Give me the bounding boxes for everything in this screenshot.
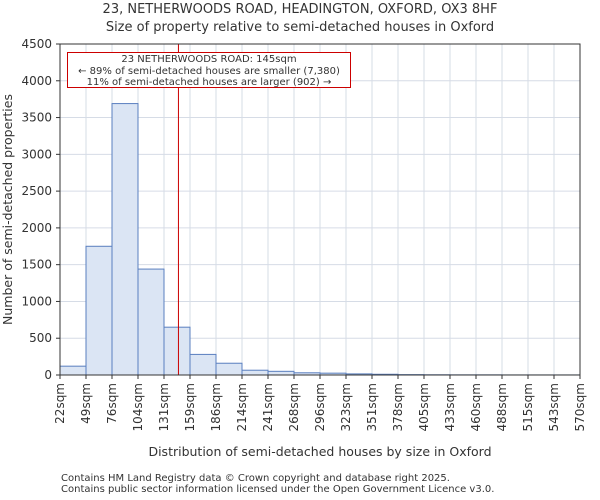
x-tick-label: 433sqm <box>443 383 457 431</box>
x-tick-label: 405sqm <box>417 383 431 431</box>
x-tick-label: 76sqm <box>105 383 119 424</box>
histogram-bar <box>189 353 217 376</box>
annotation-line-1: 23 NETHERWOODS ROAD: 145sqm <box>121 54 297 65</box>
histogram-bar <box>59 365 87 376</box>
x-tick-label: 323sqm <box>339 383 353 431</box>
histogram-bar <box>137 268 165 376</box>
y-tick-label: 1000 <box>21 294 52 308</box>
x-tick-label: 159sqm <box>183 383 197 431</box>
y-tick-label: 4500 <box>21 37 52 51</box>
y-tick-label: 0 <box>44 368 52 382</box>
x-tick-label: 186sqm <box>209 383 223 431</box>
x-tick-label: 460sqm <box>469 383 483 431</box>
histogram-bar <box>111 103 139 376</box>
y-tick-label: 4000 <box>21 74 52 88</box>
histogram-bar <box>267 370 295 376</box>
chart-title: 23, NETHERWOODS ROAD, HEADINGTON, OXFORD… <box>102 2 498 17</box>
x-axis-label: Distribution of semi-detached houses by … <box>148 444 491 459</box>
x-tick-label: 214sqm <box>235 383 249 431</box>
y-tick-label: 2500 <box>21 184 52 198</box>
y-axis-label: Number of semi-detached properties <box>0 94 15 325</box>
x-tick-label: 378sqm <box>391 383 405 431</box>
y-tick-label: 3000 <box>21 147 52 161</box>
x-tick-label: 241sqm <box>261 383 275 431</box>
histogram-bar <box>215 362 243 376</box>
annotation-line-2: ← 89% of semi-detached houses are smalle… <box>78 65 340 77</box>
histogram-bar <box>85 245 113 376</box>
x-tick-label: 131sqm <box>157 383 171 431</box>
x-tick-label: 296sqm <box>313 383 327 431</box>
chart-subtitle: Size of property relative to semi-detach… <box>105 20 495 35</box>
x-tick-label: 22sqm <box>53 383 67 424</box>
y-tick-label: 500 <box>29 331 52 345</box>
histogram-bar <box>163 326 191 376</box>
annotation-line-3: 11% of semi-detached houses are larger (… <box>86 77 332 88</box>
y-tick-label: 3500 <box>21 111 52 125</box>
x-tick-label: 104sqm <box>131 383 145 431</box>
x-tick-label: 268sqm <box>287 383 301 431</box>
x-tick-label: 570sqm <box>573 383 587 431</box>
x-tick-label: 351sqm <box>365 383 379 431</box>
x-tick-label: 488sqm <box>495 383 509 431</box>
footer-line-1: Contains HM Land Registry data © Crown c… <box>61 473 450 484</box>
y-tick-label: 1500 <box>21 258 52 272</box>
x-tick-label: 515sqm <box>521 383 535 431</box>
footer-line-2: Contains public sector information licen… <box>61 484 495 495</box>
x-tick-label: 543sqm <box>547 383 561 431</box>
x-tick-label: 49sqm <box>79 383 93 424</box>
histogram-bar <box>241 369 269 376</box>
annotation-box: 23 NETHERWOODS ROAD: 145sqm ← 89% of sem… <box>67 52 351 88</box>
y-tick-label: 2000 <box>21 221 52 235</box>
histogram-chart: 0 500 1000 1500 2000 2500 3000 3500 4000 4500 22sq… <box>0 37 587 459</box>
